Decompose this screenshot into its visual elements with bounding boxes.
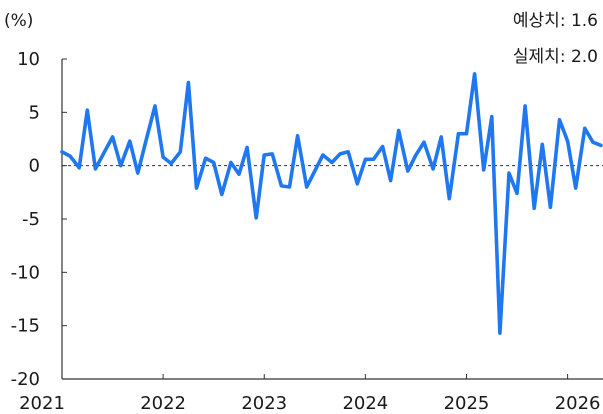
actual-annotation: 실제치: 2.0: [513, 47, 598, 67]
y-tick-label: -20: [11, 369, 40, 390]
x-tick-label: 2022: [140, 393, 186, 414]
x-tick-label: 2024: [342, 393, 388, 414]
axes: [61, 59, 603, 380]
y-tick-labels: 10 5 0 -5 -10 -15 -20: [11, 49, 67, 390]
y-tick-label: 5: [29, 102, 40, 123]
y-unit-label: (%): [4, 11, 33, 31]
y-tick-label: 10: [17, 49, 40, 70]
y-tick-label: 0: [29, 156, 40, 177]
x-tick-label: 2025: [444, 393, 490, 414]
y-tick-label: -15: [11, 316, 40, 337]
y-tick-label: -10: [11, 262, 40, 283]
forecast-annotation: 예상치: 1.6: [513, 11, 598, 31]
x-tick-label: 2021: [19, 393, 65, 414]
series-group: [60, 72, 603, 335]
x-tick-labels: 2021 2022 2023 2024 2025 2026: [19, 374, 601, 414]
x-tick-label: 2023: [241, 393, 287, 414]
y-tick-label: -5: [22, 209, 40, 230]
series-line: [60, 72, 603, 335]
x-tick-label: 2026: [555, 393, 601, 414]
